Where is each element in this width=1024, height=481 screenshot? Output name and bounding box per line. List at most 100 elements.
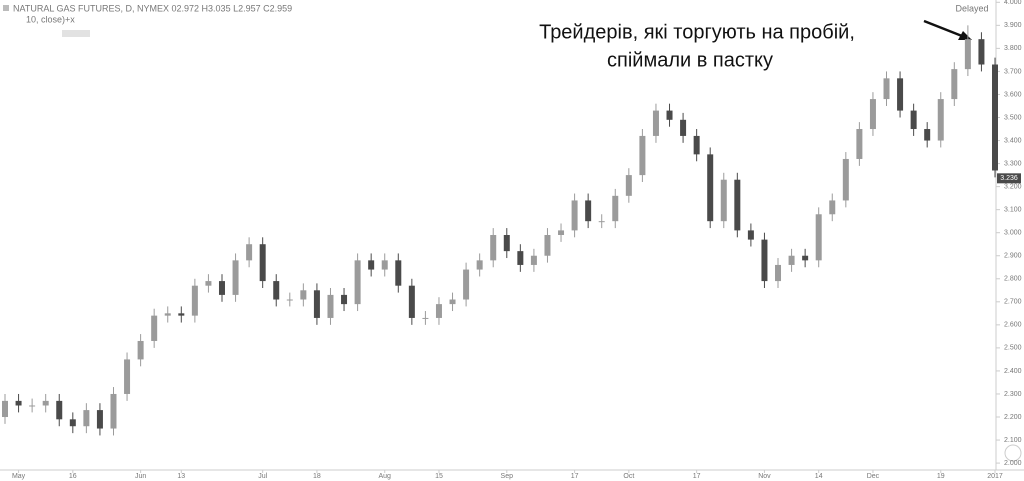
candle-body [246, 244, 253, 261]
annotation-arrow [923, 19, 963, 38]
candle-body [747, 230, 754, 240]
y-tick-label: 2.800 [1004, 276, 1022, 283]
candle-body [883, 78, 890, 100]
y-tick-label: 3.700 [1004, 68, 1022, 75]
candle-body [978, 39, 985, 65]
candle-body [83, 410, 90, 427]
y-tick-label: 2.100 [1004, 437, 1022, 444]
candle-body [354, 260, 361, 305]
candle-body [598, 221, 605, 223]
x-tick-label: Aug [378, 473, 391, 480]
symbol-icon [3, 5, 9, 11]
x-tick-label: 2017 [987, 473, 1003, 480]
indicator-controls[interactable] [62, 30, 90, 37]
y-tick-label: 3.900 [1004, 22, 1022, 29]
candle-body [910, 110, 917, 130]
candle-body [56, 400, 63, 420]
candle-body [517, 251, 524, 265]
x-tick-label: 17 [571, 473, 579, 480]
candle-body [96, 410, 103, 429]
candle-body [802, 255, 809, 261]
candle-body [897, 78, 904, 111]
y-tick-label: 2.200 [1004, 414, 1022, 421]
candle-body [191, 285, 198, 316]
candle-body [42, 400, 49, 406]
annotation-line: Трейдерів, які торгують на пробій, [539, 21, 855, 43]
candle-body [15, 400, 22, 406]
candle-body [734, 179, 741, 231]
scroll-button[interactable] [1004, 444, 1022, 462]
candle-body [992, 64, 998, 171]
y-tick-label: 2.500 [1004, 345, 1022, 352]
y-tick-label: 2.600 [1004, 322, 1022, 329]
chart-title: NATURAL GAS FUTURES, D, NYMEX 02.972 H3.… [13, 3, 292, 13]
candle-body [788, 255, 795, 265]
x-tick-label: 18 [313, 473, 321, 480]
candle-body [707, 154, 714, 222]
x-tick-label: 15 [435, 473, 443, 480]
y-tick-label: 3.200 [1004, 183, 1022, 190]
candle-body [463, 269, 470, 300]
candle-body [869, 99, 876, 130]
candle-body [368, 260, 375, 270]
candle-body [435, 304, 442, 318]
y-tick-label: 2.400 [1004, 368, 1022, 375]
y-tick-label: 3.000 [1004, 230, 1022, 237]
y-tick-label: 3.100 [1004, 207, 1022, 214]
x-tick-label: Nov [758, 473, 771, 480]
y-tick-label: 3.600 [1004, 91, 1022, 98]
x-tick-label: Jul [258, 473, 267, 480]
candle-body [259, 244, 266, 282]
y-tick-label: 4.000 [1004, 0, 1022, 6]
x-tick-label: Oct [623, 473, 634, 480]
candle-body [476, 260, 483, 270]
candle-body [544, 235, 551, 256]
candle-body [937, 99, 944, 141]
y-tick-label: 2.000 [1004, 460, 1022, 467]
candle-body [327, 294, 334, 318]
candle-body [151, 315, 158, 341]
y-tick-label: 3.800 [1004, 45, 1022, 52]
x-tick-label: 14 [815, 473, 823, 480]
candle-body [842, 158, 849, 201]
last-price-label: 3.236 [1000, 175, 1018, 182]
y-tick-label: 2.300 [1004, 391, 1022, 398]
candle-body [232, 260, 239, 295]
candle-body [666, 110, 673, 120]
candle-body [286, 299, 293, 301]
candle-body [761, 239, 768, 282]
candle-body [924, 129, 931, 141]
candle-body [680, 119, 687, 136]
x-tick-label: Dec [867, 473, 880, 480]
candle-body [422, 317, 429, 319]
candle-body [273, 281, 280, 300]
candle-body [69, 419, 76, 427]
last-price-box [997, 173, 1021, 184]
candle-body [639, 135, 646, 176]
candle-body [964, 39, 971, 70]
delayed-label: Delayed [955, 3, 988, 13]
candle-body [585, 200, 592, 222]
y-tick-label: 2.900 [1004, 253, 1022, 260]
x-tick-label: May [12, 473, 26, 480]
candle-body [856, 129, 863, 159]
x-tick-label: 19 [937, 473, 945, 480]
y-tick-label: 3.400 [1004, 137, 1022, 144]
candle-body [395, 260, 402, 286]
x-tick-label: Sep [501, 473, 514, 480]
candle-body [29, 405, 36, 407]
candle-body [571, 200, 578, 231]
annotation-arrowhead [958, 31, 972, 40]
candle-body [720, 179, 727, 222]
candle-body [815, 214, 822, 261]
candle-body [2, 400, 8, 418]
candle-body [137, 340, 144, 360]
candle-body [612, 195, 619, 222]
candle-body [693, 135, 700, 155]
candle-body [124, 359, 131, 394]
candle-body [625, 175, 632, 196]
annotation-line: спіймали в пастку [607, 49, 773, 71]
candle-body [951, 69, 958, 100]
candle-body [829, 200, 836, 215]
